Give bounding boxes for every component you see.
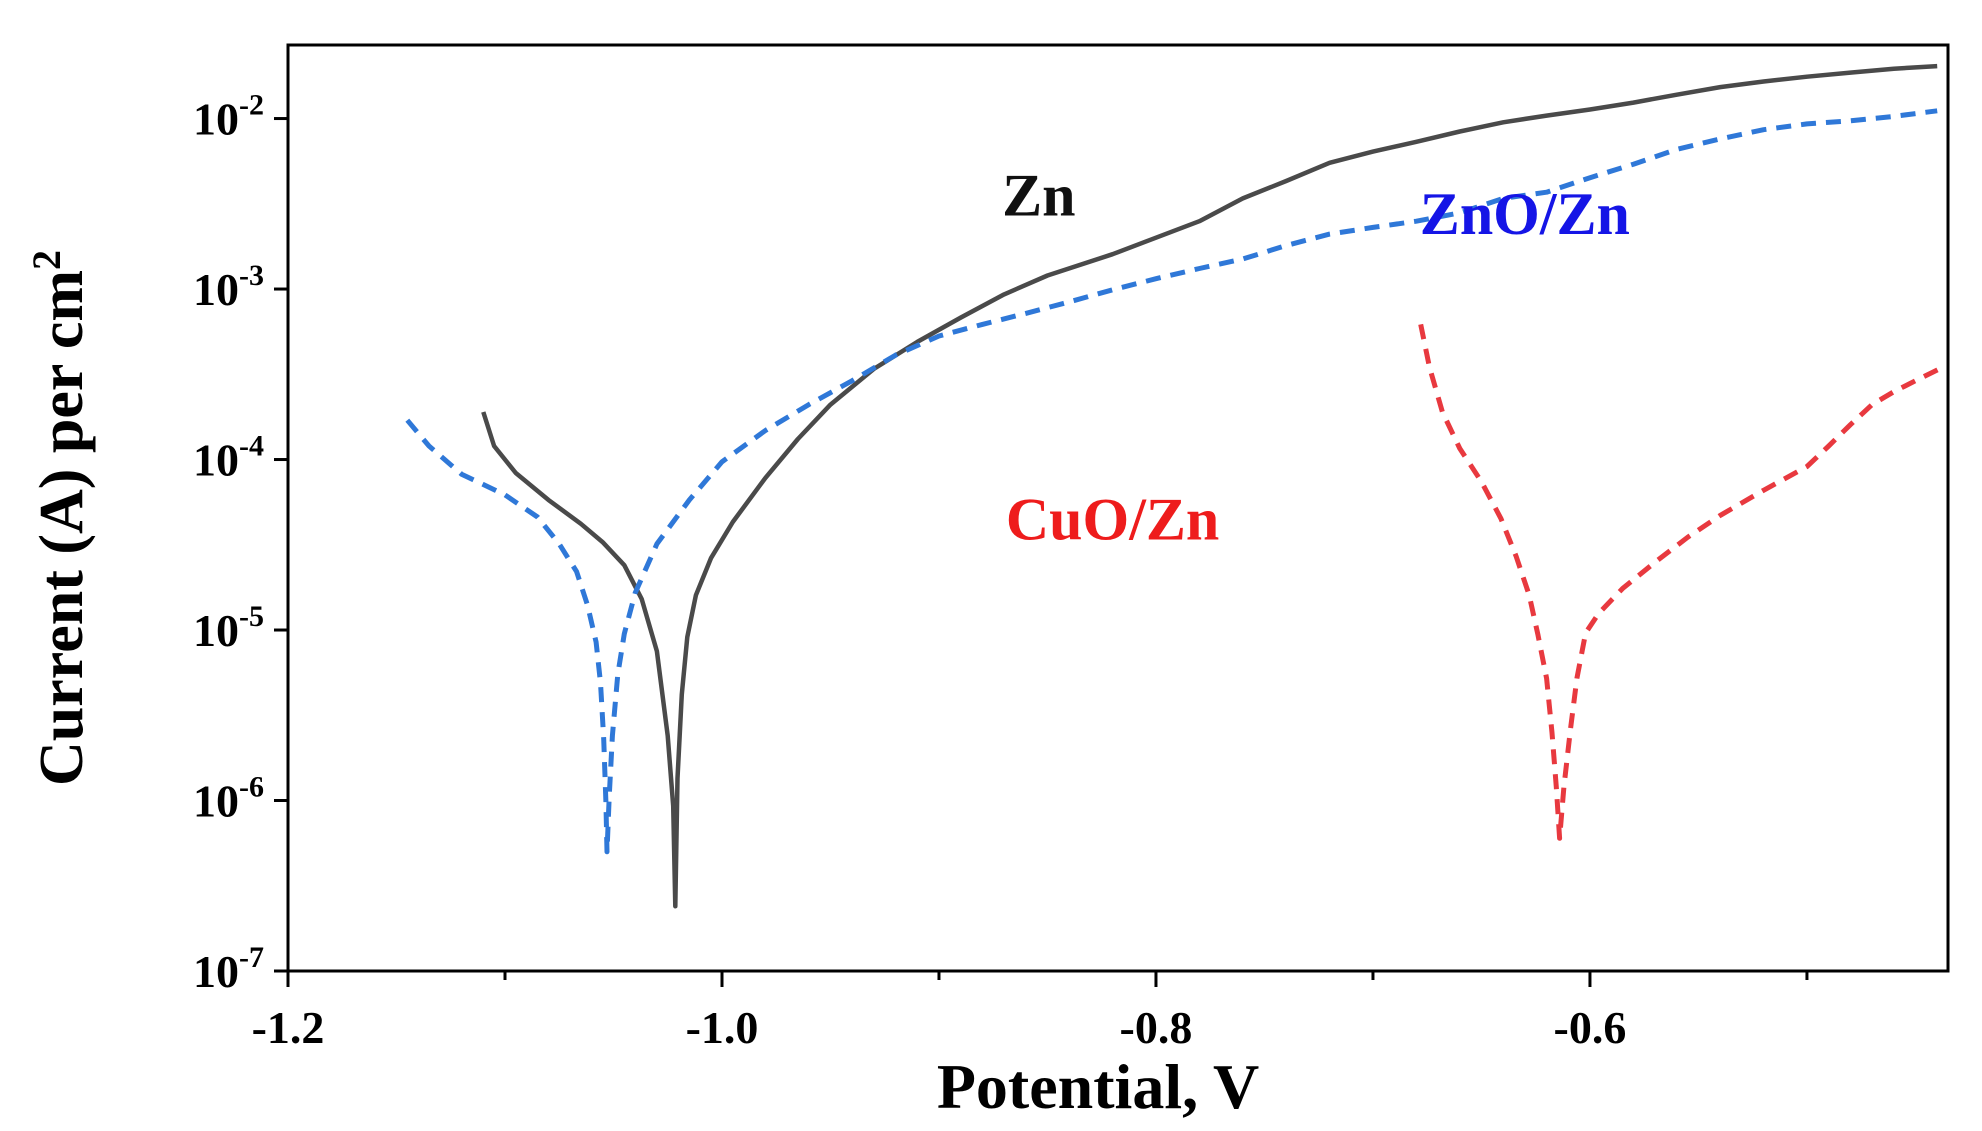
y-tick-label: 10-7: [193, 941, 264, 997]
series-line-zn: [481, 63, 1938, 909]
y-axis-title-sup: 2: [24, 250, 69, 270]
y-tick-base: 10: [193, 946, 239, 997]
labels-layer: -1.2 -1.0 -0.8 -0.610-710-610-510-410-310-2…: [193, 89, 1630, 1053]
y-axis-title: Current (A) per cm2: [24, 250, 96, 786]
x-tick-label: -1.2: [252, 1002, 325, 1053]
y-tick-label: 10-5: [193, 600, 264, 656]
series-label-zn: Zn: [1002, 162, 1075, 228]
ticks-layer: [274, 117, 1809, 987]
series-label-zno-zn: ZnO/Zn: [1420, 181, 1630, 247]
x-tick-label: -1.0: [686, 1002, 759, 1053]
y-tick-base: 10: [193, 264, 239, 315]
y-tick-label: 10-2: [193, 89, 264, 145]
y-tick-base: 10: [193, 776, 239, 827]
y-tick-label: 10-3: [193, 259, 264, 315]
y-tick-base: 10: [193, 435, 239, 486]
y-tick-base: 10: [193, 605, 239, 656]
y-tick-exponent: -4: [239, 430, 264, 463]
y-tick-exponent: -6: [239, 771, 264, 804]
y-tick-exponent: -3: [239, 259, 264, 292]
y-tick-exponent: -5: [239, 600, 264, 633]
y-axis-title-main: Current (A) per cm: [28, 270, 96, 786]
y-tick-label: 10-4: [193, 430, 264, 486]
x-tick-label: -0.8: [1120, 1002, 1193, 1053]
series-line-zno-zn: [405, 108, 1938, 855]
y-tick-exponent: -7: [239, 941, 264, 974]
y-tick-exponent: -2: [239, 89, 264, 122]
y-tick-label: 10-6: [193, 771, 264, 827]
series-layer: [405, 63, 1945, 909]
x-tick-label: -0.6: [1554, 1002, 1627, 1053]
x-axis-title: Potential, V: [937, 1051, 1259, 1122]
series-line-cuo-zn: [1418, 323, 1945, 841]
plot-frame: [286, 43, 1950, 973]
y-tick-base: 10: [193, 94, 239, 145]
series-label-cuo-zn: CuO/Zn: [1006, 486, 1219, 552]
